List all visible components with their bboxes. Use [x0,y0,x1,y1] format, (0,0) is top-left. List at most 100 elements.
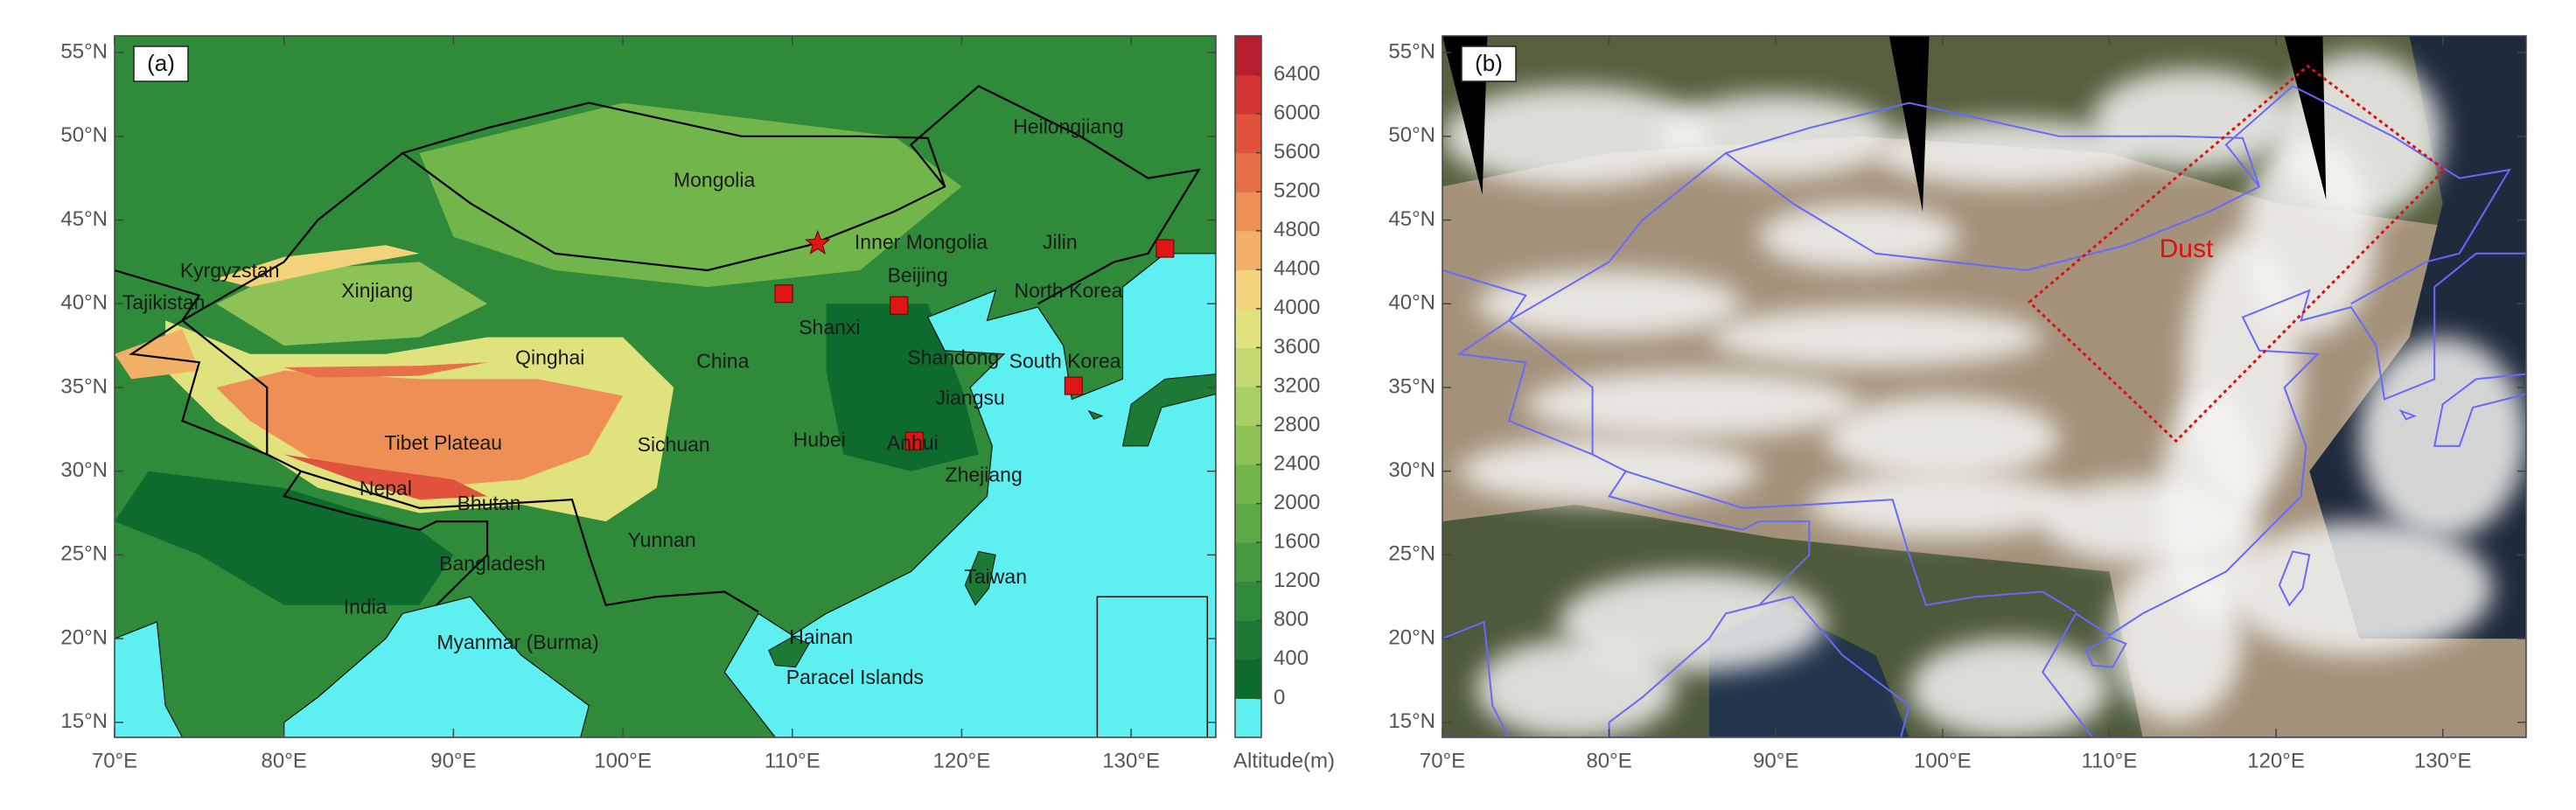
y-tick-label: 35°N [1388,374,1435,398]
cloud [1442,86,1709,187]
y-tick-label: 15°N [60,709,108,733]
place-label: Qinghai [515,346,584,368]
island [1087,409,1104,420]
place-label: Anhui [887,431,939,454]
place-label: India [344,596,387,618]
x-tick-label: 120°E [933,749,991,772]
y-tick-label: 40°N [60,291,108,315]
colorbar-bin [1235,698,1261,738]
island [768,636,810,668]
panel-tag: (a) [147,50,175,76]
cloud [1759,203,1959,270]
terrain [115,329,199,380]
coastline [2042,252,2526,737]
x-tick-label: 70°E [1420,749,1465,772]
y-tick-label: 15°N [1388,709,1435,733]
colorbar-bin [1235,347,1261,388]
place-label: Paracel Islands [786,666,924,688]
place-label: Tajikistan [122,290,206,313]
cloud [1525,370,1860,438]
place-label: Yunnan [628,528,696,551]
colorbar-bin [1235,542,1261,583]
y-tick-label: 40°N [1388,291,1435,315]
colorbar-tick-label: 3200 [1274,374,1320,397]
colorbar-tick-label: 5600 [1274,140,1320,164]
colorbar-bin [1235,581,1261,621]
terrain [826,304,979,471]
x-tick-label: 110°E [2082,749,2138,772]
border [282,471,489,606]
cloud [1476,269,1743,338]
island [1121,374,1216,447]
y-tick-label: 55°N [1388,39,1435,63]
coastline [1608,596,1910,737]
topo-map: Mongolia Heilongjiang Kyrgyzstan Tajikistan… [115,36,1216,737]
place-label: Beijing [888,264,948,287]
place-label: Hubei [793,428,846,450]
y-tick-label: 25°N [1388,542,1435,566]
panel-tag-box [133,45,189,82]
coastline [2433,373,2526,447]
axes-frame [114,35,1217,738]
colorbar-bin [1235,152,1261,192]
colorbar-tick-label: 1200 [1274,569,1320,592]
y-tick-label: 35°N [60,374,108,398]
colorbar-tick-label: 1600 [1274,530,1320,554]
cloud [2042,479,2243,563]
place-label: Myanmar (Burma) [436,631,598,653]
cloud [2092,69,2293,171]
y-tick-label: 30°N [60,458,108,482]
terrain [216,262,488,346]
data-gap [1888,36,1930,212]
place-label: Mongolia [674,169,756,192]
x-tick-label: 70°E [92,749,137,772]
y-tick-label: 55°N [60,39,108,63]
border [181,85,1201,322]
cloud [1708,307,2043,367]
border [1725,101,2260,187]
cloud [1809,471,2077,539]
terrain [283,362,488,378]
colorbar-tick-label: 6000 [1274,101,1320,124]
place-label: Taiwan [964,565,1027,588]
cloud [1459,437,1760,505]
cloud [2359,337,2526,539]
coastline [2398,408,2418,421]
site-marker [904,431,924,450]
colorbar-tick-label: 0 [1274,686,1285,709]
cloud [1476,639,1676,737]
x-tick-label: 80°E [262,749,307,772]
border [1508,319,2077,613]
colorbar-bin [1235,36,1261,76]
colorbar-bin [1235,192,1261,232]
place-label: North Korea [1014,279,1122,302]
border [181,319,759,613]
colorbar-bin [1235,74,1261,115]
y-tick-label: 20°N [1388,625,1435,649]
ocean [115,621,184,737]
terrain [216,245,420,288]
place-label: Shanxi [799,316,860,339]
dust-label: Dust [2160,234,2214,263]
data-gap [2284,36,2327,200]
place-label: Jiangsu [936,386,1005,408]
x-tick-label: 120°E [2247,749,2305,772]
colorbar-tick-label: 4800 [1274,218,1320,241]
y-tick-label: 30°N [1388,458,1435,482]
island [964,550,996,606]
place-label: South Korea [1009,349,1121,372]
colorbar-bin [1235,503,1261,543]
place-label: Sichuan [638,433,710,456]
terrain [283,454,488,500]
axes-frame [1442,35,2527,738]
colorbar-bin [1235,308,1261,348]
colorbar-bin [1235,269,1261,310]
y-tick-label: 50°N [1388,123,1435,147]
cloud [1826,395,2060,480]
place-label: Shandong [907,346,999,368]
border [1608,471,1811,606]
colorbar-bin [1235,114,1261,154]
x-tick-label: 90°E [430,749,476,772]
coastline [2084,636,2127,668]
